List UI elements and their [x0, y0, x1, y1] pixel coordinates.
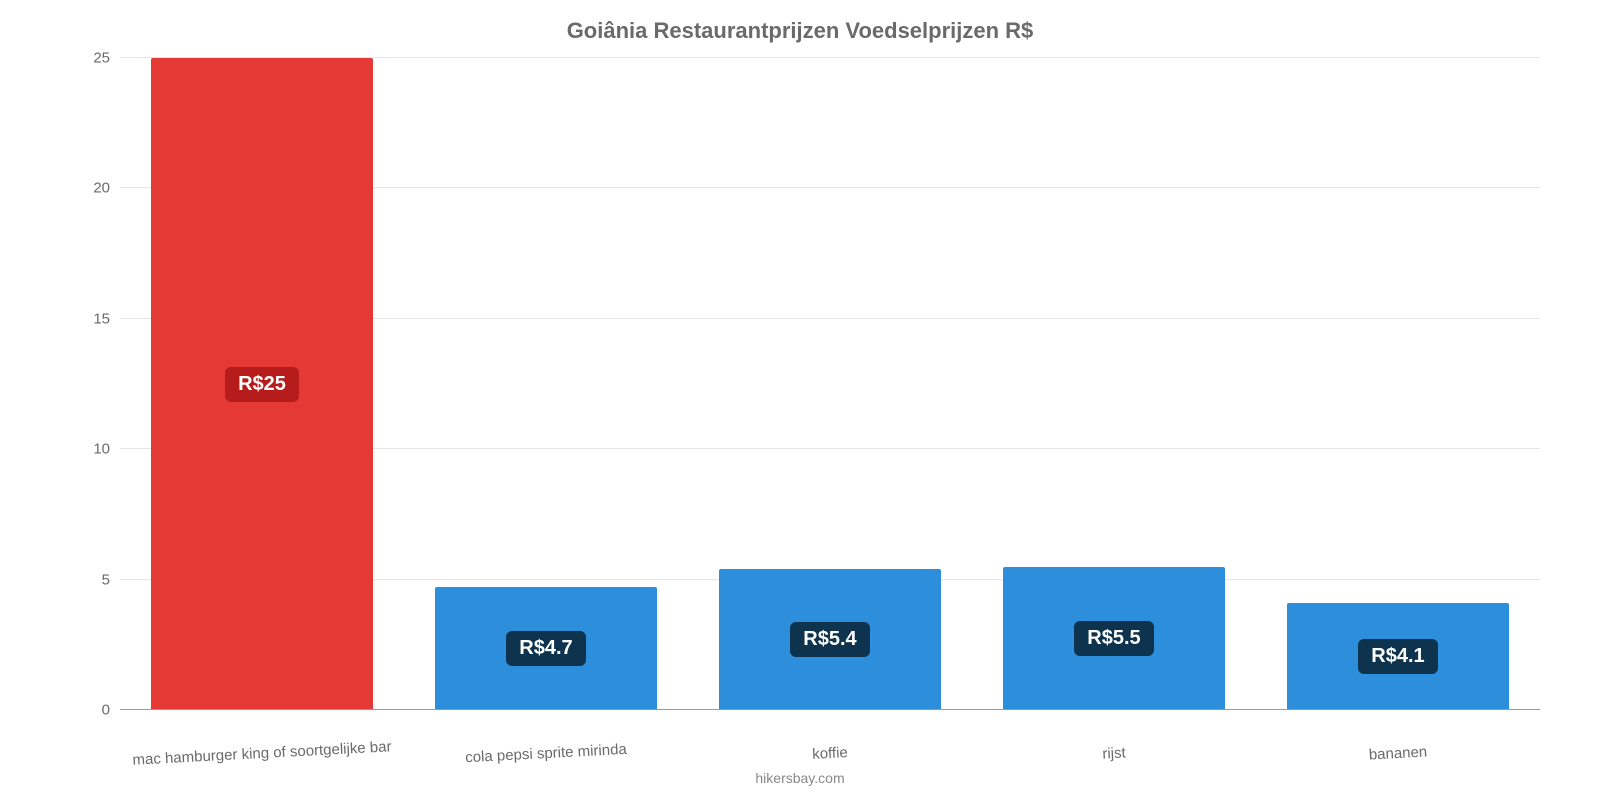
x-tick-label: mac hamburger king of soortgelijke bar [132, 738, 392, 769]
bar: R$25 [151, 58, 373, 710]
x-tick-label: rijst [1102, 744, 1126, 762]
value-badge: R$4.1 [1358, 639, 1437, 674]
value-badge: R$25 [225, 367, 299, 402]
bar: R$5.4 [719, 569, 941, 710]
chart-title: Goiânia Restaurantprijzen Voedselprijzen… [0, 0, 1600, 44]
y-tick-label: 25 [93, 50, 120, 67]
y-tick-label: 10 [93, 441, 120, 458]
y-tick-label: 5 [102, 571, 120, 588]
bar-slot: R$25 [120, 58, 404, 710]
attribution-text: hikersbay.com [0, 770, 1600, 786]
y-tick-label: 15 [93, 310, 120, 327]
bar: R$5.5 [1003, 567, 1225, 710]
chart-plot-area: 0510152025 R$25R$4.7R$5.4R$5.5R$4.1 [120, 58, 1540, 710]
x-axis-line [120, 709, 1540, 710]
x-tick-label: koffie [812, 744, 848, 763]
bar-slot: R$4.7 [404, 58, 688, 710]
x-tick-label: bananen [1368, 743, 1427, 763]
value-badge: R$4.7 [506, 631, 585, 666]
value-badge: R$5.4 [790, 622, 869, 657]
y-tick-label: 20 [93, 180, 120, 197]
value-badge: R$5.5 [1074, 621, 1153, 656]
bar: R$4.7 [435, 587, 657, 710]
bar-slot: R$5.4 [688, 58, 972, 710]
y-tick-label: 0 [102, 702, 120, 719]
bar-slot: R$4.1 [1256, 58, 1540, 710]
x-tick-label: cola pepsi sprite mirinda [465, 741, 627, 766]
bar: R$4.1 [1287, 603, 1509, 710]
bar-slot: R$5.5 [972, 58, 1256, 710]
